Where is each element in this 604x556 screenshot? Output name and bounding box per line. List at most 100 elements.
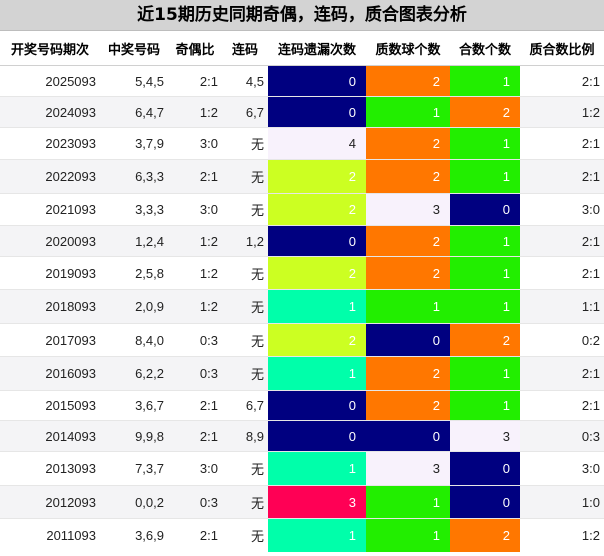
composite-count-cell: 0	[450, 451, 520, 486]
consecutive-cell: 无	[222, 127, 268, 160]
prime-composite-ratio-cell: 2:1	[520, 65, 604, 97]
consecutive-cell: 无	[222, 323, 268, 357]
issue-cell: 2011093	[0, 518, 100, 552]
consecutive-miss-cell: 2	[268, 256, 366, 290]
prime-count-cell: 2	[366, 256, 450, 290]
consecutive-miss-cell: 1	[268, 356, 366, 391]
issue-cell: 2014093	[0, 420, 100, 452]
composite-count-cell: 1	[450, 356, 520, 391]
prime-count-cell: 2	[366, 356, 450, 391]
table-row: 2012093 0,0,2 0:3 无 3 1 0 1:0	[0, 485, 604, 519]
table-row: 2021093 3,3,3 3:0 无 2 3 0 3:0	[0, 193, 604, 226]
prime-count-cell: 3	[366, 193, 450, 226]
prime-count-cell: 2	[366, 159, 450, 194]
issue-cell: 2025093	[0, 65, 100, 97]
prime-composite-ratio-cell: 2:1	[520, 256, 604, 290]
composite-count-cell: 1	[450, 127, 520, 160]
consecutive-cell: 1,2	[222, 225, 268, 257]
composite-count-cell: 1	[450, 225, 520, 257]
header-prime-composite-ratio: 质合数比例	[520, 31, 604, 66]
consecutive-miss-cell: 1	[268, 289, 366, 324]
prime-composite-ratio-cell: 0:3	[520, 420, 604, 452]
prime-composite-ratio-cell: 1:1	[520, 289, 604, 324]
table-row: 2022093 6,3,3 2:1 无 2 2 1 2:1	[0, 159, 604, 194]
odd-even-cell: 3:0	[168, 193, 222, 226]
consecutive-cell: 无	[222, 485, 268, 519]
composite-count-cell: 1	[450, 256, 520, 290]
odd-even-cell: 2:1	[168, 420, 222, 452]
prime-count-cell: 3	[366, 451, 450, 486]
prime-composite-ratio-cell: 1:2	[520, 518, 604, 552]
winning-number-cell: 9,9,8	[100, 420, 168, 452]
prime-composite-ratio-cell: 1:0	[520, 485, 604, 519]
issue-cell: 2015093	[0, 390, 100, 421]
consecutive-miss-cell: 1	[268, 451, 366, 486]
prime-count-cell: 2	[366, 65, 450, 97]
issue-cell: 2017093	[0, 323, 100, 357]
issue-cell: 2019093	[0, 256, 100, 290]
consecutive-cell: 无	[222, 159, 268, 194]
table-row: 2014093 9,9,8 2:1 8,9 0 0 3 0:3	[0, 420, 604, 452]
prime-count-cell: 1	[366, 485, 450, 519]
winning-number-cell: 2,0,9	[100, 289, 168, 324]
table-row: 2015093 3,6,7 2:1 6,7 0 2 1 2:1	[0, 390, 604, 421]
consecutive-cell: 4,5	[222, 65, 268, 97]
issue-cell: 2018093	[0, 289, 100, 324]
composite-count-cell: 0	[450, 485, 520, 519]
table-row: 2024093 6,4,7 1:2 6,7 0 1 2 1:2	[0, 96, 604, 128]
prime-composite-ratio-cell: 2:1	[520, 159, 604, 194]
odd-even-cell: 2:1	[168, 390, 222, 421]
table-row: 2019093 2,5,8 1:2 无 2 2 1 2:1	[0, 256, 604, 290]
odd-even-cell: 1:2	[168, 96, 222, 128]
table-row: 2016093 6,2,2 0:3 无 1 2 1 2:1	[0, 356, 604, 391]
composite-count-cell: 1	[450, 159, 520, 194]
composite-count-cell: 3	[450, 420, 520, 452]
winning-number-cell: 3,6,9	[100, 518, 168, 552]
issue-cell: 2021093	[0, 193, 100, 226]
header-composite-count: 合数个数	[450, 31, 520, 66]
composite-count-cell: 2	[450, 323, 520, 357]
odd-even-cell: 1:2	[168, 225, 222, 257]
odd-even-cell: 2:1	[168, 518, 222, 552]
prime-count-cell: 1	[366, 289, 450, 324]
consecutive-miss-cell: 0	[268, 96, 366, 128]
header-number: 中奖号码	[100, 31, 168, 66]
winning-number-cell: 6,3,3	[100, 159, 168, 194]
prime-composite-ratio-cell: 1:2	[520, 96, 604, 128]
header-issue: 开奖号码期次	[0, 31, 100, 66]
prime-composite-ratio-cell: 2:1	[520, 127, 604, 160]
consecutive-miss-cell: 0	[268, 225, 366, 257]
winning-number-cell: 3,3,3	[100, 193, 168, 226]
table-row: 2017093 8,4,0 0:3 无 2 0 2 0:2	[0, 323, 604, 357]
table-row: 2020093 1,2,4 1:2 1,2 0 2 1 2:1	[0, 225, 604, 257]
prime-composite-ratio-cell: 0:2	[520, 323, 604, 357]
issue-cell: 2022093	[0, 159, 100, 194]
consecutive-cell: 无	[222, 193, 268, 226]
odd-even-cell: 0:3	[168, 323, 222, 357]
consecutive-cell: 无	[222, 518, 268, 552]
odd-even-cell: 2:1	[168, 65, 222, 97]
winning-number-cell: 3,7,9	[100, 127, 168, 160]
composite-count-cell: 1	[450, 65, 520, 97]
header-consecutive: 连码	[222, 31, 268, 66]
table-row: 2025093 5,4,5 2:1 4,5 0 2 1 2:1	[0, 65, 604, 97]
composite-count-cell: 2	[450, 96, 520, 128]
issue-cell: 2024093	[0, 96, 100, 128]
odd-even-cell: 0:3	[168, 356, 222, 391]
table-header: 开奖号码期次 中奖号码 奇偶比 连码 连码遗漏次数 质数球个数 合数个数 质合数…	[0, 31, 604, 66]
consecutive-cell: 无	[222, 451, 268, 486]
consecutive-cell: 6,7	[222, 390, 268, 421]
issue-cell: 2016093	[0, 356, 100, 391]
prime-count-cell: 2	[366, 127, 450, 160]
prime-count-cell: 1	[366, 518, 450, 552]
header-consecutive-miss: 连码遗漏次数	[268, 31, 366, 66]
prime-composite-ratio-cell: 3:0	[520, 193, 604, 226]
consecutive-miss-cell: 3	[268, 485, 366, 519]
prime-count-cell: 2	[366, 390, 450, 421]
winning-number-cell: 5,4,5	[100, 65, 168, 97]
prime-composite-ratio-cell: 2:1	[520, 356, 604, 391]
odd-even-cell: 3:0	[168, 451, 222, 486]
consecutive-cell: 无	[222, 356, 268, 391]
composite-count-cell: 0	[450, 193, 520, 226]
